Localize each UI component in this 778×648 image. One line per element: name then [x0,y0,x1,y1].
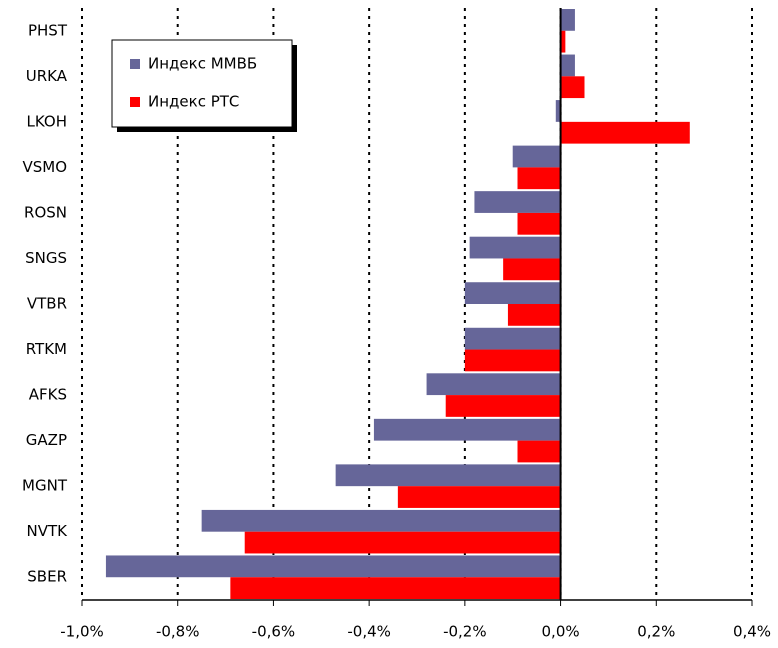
legend-label: Индекс ММВБ [148,55,257,73]
bar [426,373,561,396]
legend-label: Индекс РТС [148,93,239,111]
y-tick-label: AFKS [29,386,67,404]
bar [464,327,561,350]
bar [105,555,561,578]
bar [373,418,561,441]
bar [517,212,561,235]
y-tick-label: MGNT [22,477,68,495]
legend-box [111,39,293,128]
bar [560,121,690,144]
y-tick-label: GAZP [26,431,67,449]
y-tick-label: RTKM [26,340,67,358]
x-tick-label: -0,2% [443,623,487,641]
x-tick-label: -1,0% [60,623,104,641]
x-tick-label: 0,2% [637,623,675,641]
x-tick-label: 0,4% [733,623,771,641]
y-tick-label: LKOH [27,112,67,130]
bar [512,145,561,168]
legend-swatch [130,97,140,107]
bar [397,486,561,508]
y-tick-label: PHST [28,21,68,39]
x-tick-label: -0,4% [347,623,391,641]
y-tick-label: URKA [26,67,68,85]
y-tick-label: SNGS [25,249,67,267]
y-tick-label: ROSN [24,203,67,221]
bar [517,440,561,463]
bar [469,236,561,259]
bar [230,577,561,599]
bar [335,464,561,487]
bar [560,30,566,53]
bar [201,509,561,532]
bar [560,9,575,31]
bar [503,258,561,281]
bar [507,304,561,326]
bar [555,100,561,122]
bar [560,54,575,77]
bar [244,531,561,554]
y-tick-label: SBER [27,568,67,586]
y-tick-label: VTBR [27,295,67,313]
x-tick-label: 0,0% [542,623,580,641]
y-tick-label: NVTK [27,522,69,540]
bar [445,395,561,417]
x-tick-label: -0,6% [252,623,296,641]
bar [464,282,561,304]
bar [474,191,561,213]
bar [464,349,561,372]
bar [560,76,585,99]
y-tick-label: VSMO [22,158,67,176]
bar [517,167,561,190]
x-tick-label: -0,8% [156,623,200,641]
legend-swatch [130,59,140,69]
